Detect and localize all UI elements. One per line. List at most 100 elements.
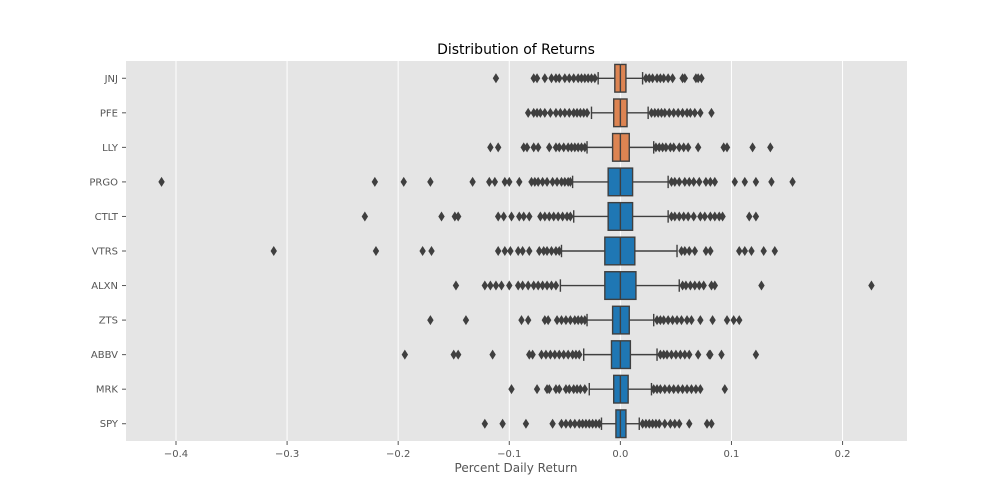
- outlier-point: [401, 349, 409, 360]
- outlier-point: [680, 142, 687, 153]
- outlier-point: [588, 73, 595, 84]
- outlier-point: [558, 315, 565, 326]
- outlier-point: [652, 418, 660, 429]
- outlier-point: [653, 315, 661, 326]
- outlier-point: [561, 73, 569, 84]
- outlier-point: [556, 142, 563, 153]
- outlier-point: [578, 142, 585, 153]
- outlier-point: [501, 246, 509, 256]
- outlier-point: [664, 315, 672, 326]
- outlier-point: [688, 315, 695, 326]
- outlier-point: [752, 176, 760, 187]
- outlier-point: [562, 315, 570, 326]
- outlier-point: [506, 176, 513, 187]
- outlier-point: [771, 246, 778, 256]
- outlier-point: [524, 315, 532, 326]
- outlier-point: [573, 384, 581, 395]
- outlier-point: [741, 246, 749, 256]
- outlier-point: [578, 315, 585, 326]
- outlier-point: [566, 73, 573, 84]
- y-tick-label: MRK: [96, 385, 119, 396]
- outlier-point: [639, 418, 646, 429]
- outlier-point: [650, 384, 657, 395]
- outlier-point: [400, 176, 407, 187]
- outlier-point: [681, 349, 689, 360]
- outlier-point: [361, 211, 369, 222]
- outlier-point: [720, 142, 727, 153]
- outlier-point: [668, 176, 675, 187]
- x-tick-label: −0.4: [164, 449, 188, 460]
- outlier-point: [648, 107, 655, 118]
- outlier-point: [681, 176, 689, 187]
- outlier-point: [581, 142, 589, 153]
- outlier-point: [536, 246, 543, 256]
- outlier-point: [584, 73, 592, 84]
- outlier-point: [666, 384, 673, 395]
- outlier-point: [534, 280, 542, 291]
- outlier-point: [582, 418, 590, 429]
- outlier-point: [574, 73, 582, 84]
- outlier-point: [534, 142, 542, 153]
- outlier-point: [507, 246, 514, 256]
- box-group-jnj: [492, 63, 705, 93]
- outlier-point: [454, 349, 462, 360]
- outlier-point: [691, 246, 699, 256]
- outlier-point: [711, 280, 719, 291]
- outlier-point: [489, 349, 496, 360]
- box-group-alxn: [452, 271, 875, 301]
- outlier-point: [577, 384, 584, 395]
- outlier-point: [546, 142, 553, 153]
- outlier-point: [556, 73, 563, 84]
- outlier-point: [669, 315, 676, 326]
- outlier-point: [658, 107, 665, 118]
- y-tick-label: LLY: [102, 143, 119, 154]
- outlier-point: [676, 142, 683, 153]
- outlier-point: [703, 418, 711, 429]
- y-tick-label: CTLT: [95, 212, 119, 223]
- outlier-point: [508, 384, 515, 395]
- outlier-point: [523, 142, 531, 153]
- outlier-point: [519, 246, 526, 256]
- outlier-point: [438, 211, 445, 222]
- outlier-point: [552, 246, 560, 256]
- outlier-point: [494, 211, 502, 222]
- y-tick-label: PRGO: [89, 177, 118, 188]
- outlier-point: [667, 142, 674, 153]
- outlier-point: [529, 349, 536, 360]
- outlier-point: [581, 315, 589, 326]
- outlier-point: [570, 73, 577, 84]
- outlier-point: [543, 176, 551, 187]
- outlier-point: [672, 349, 680, 360]
- outlier-point: [586, 418, 593, 429]
- outlier-point: [868, 280, 875, 291]
- outlier-point: [573, 107, 581, 118]
- outlier-point: [668, 349, 675, 360]
- y-tick-label: VTRS: [92, 247, 118, 258]
- outlier-point: [563, 211, 571, 222]
- outlier-point: [494, 142, 502, 153]
- outlier-point: [696, 280, 703, 291]
- outlier-point: [702, 176, 710, 187]
- outlier-point: [580, 107, 587, 118]
- y-tick-label: PFE: [100, 108, 118, 119]
- outlier-point: [481, 280, 489, 291]
- outlier-point: [687, 107, 694, 118]
- outlier-point: [696, 176, 703, 187]
- x-axis-label: Percent Daily Return: [455, 461, 578, 475]
- outlier-point: [654, 107, 662, 118]
- outlier-point: [561, 107, 569, 118]
- outlier-point: [454, 211, 462, 222]
- outlier-point: [667, 418, 674, 429]
- outlier-point: [566, 384, 573, 395]
- outlier-point: [642, 418, 650, 429]
- outlier-point: [653, 73, 661, 84]
- x-tick-label: −0.3: [275, 449, 299, 460]
- x-tick-label: 0.2: [835, 449, 851, 460]
- outlier-point: [533, 384, 541, 395]
- outlier-point: [671, 176, 679, 187]
- outlier-point: [721, 384, 729, 395]
- outlier-point: [694, 349, 702, 360]
- outlier-point: [646, 418, 653, 429]
- outlier-point: [731, 176, 739, 187]
